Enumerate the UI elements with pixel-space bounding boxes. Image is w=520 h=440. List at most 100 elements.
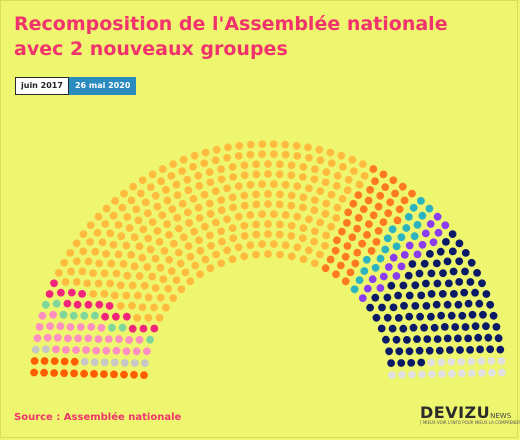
- seat-dot: [384, 263, 393, 271]
- seat-dot: [252, 200, 261, 209]
- seat-dot: [379, 218, 388, 226]
- seat-dot: [293, 212, 302, 221]
- seat-dot: [240, 191, 249, 200]
- seat-dot: [169, 239, 178, 248]
- seat-dot: [57, 288, 65, 297]
- seat-dot: [258, 140, 267, 148]
- seat-dot: [102, 346, 111, 355]
- seat-dot: [125, 336, 133, 344]
- seat-dot: [130, 359, 139, 367]
- seat-dot: [455, 278, 464, 286]
- seat-dot: [41, 345, 50, 354]
- seat-dot: [146, 335, 155, 344]
- seat-dot: [33, 334, 42, 343]
- seat-dot: [354, 191, 363, 199]
- source-note: Source : Assemblée nationale: [14, 412, 182, 423]
- seat-dot: [194, 171, 203, 180]
- seat-dot: [43, 333, 52, 342]
- seat-dot: [115, 335, 123, 343]
- seat-dot: [287, 221, 296, 230]
- seat-dot: [299, 193, 308, 202]
- seat-dot: [179, 155, 188, 164]
- seat-dot: [258, 150, 266, 158]
- seat-dot: [275, 160, 284, 169]
- seat-dot: [369, 165, 378, 173]
- seat-dot: [163, 220, 172, 228]
- seat-dot: [432, 259, 441, 268]
- seat-dot: [138, 303, 147, 312]
- seat-dot: [389, 303, 398, 312]
- seat-dot: [50, 369, 58, 377]
- seat-dot: [107, 259, 116, 268]
- seat-dot: [130, 233, 139, 242]
- seat-dot: [50, 279, 58, 288]
- seat-dot: [429, 238, 438, 247]
- seat-dot: [217, 227, 226, 236]
- seat-dot: [447, 311, 456, 320]
- seat-dot: [60, 357, 69, 366]
- seat-dot: [80, 369, 88, 378]
- seat-dot: [94, 335, 103, 343]
- seat-dot: [235, 141, 244, 150]
- seat-dot: [141, 198, 150, 207]
- seat-dot: [343, 219, 351, 227]
- seat-dot: [275, 230, 284, 239]
- seat-dot: [223, 246, 232, 255]
- logo-tagline: [ MIEUX VOIR L'INFO POUR MIEUX LA COMPRE…: [420, 420, 520, 425]
- seat-dot: [287, 252, 296, 261]
- seat-dot: [287, 232, 296, 240]
- seat-dot: [454, 334, 462, 343]
- seat-dot: [240, 171, 249, 180]
- seat-dot: [358, 239, 367, 248]
- seat-dot: [212, 145, 221, 154]
- seat-dot: [100, 358, 109, 367]
- seat-dot: [143, 209, 152, 218]
- seat-dot: [183, 175, 192, 184]
- seat-dot: [118, 203, 127, 212]
- seat-dot: [420, 259, 429, 268]
- seat-dot: [135, 335, 144, 344]
- seat-dot: [90, 370, 98, 378]
- seat-dot: [418, 370, 426, 379]
- seat-dot: [392, 335, 401, 344]
- seat-dot: [343, 186, 352, 195]
- seat-dot: [367, 247, 376, 255]
- seat-dot: [102, 204, 111, 213]
- seat-dot: [299, 203, 307, 212]
- seat-dot: [186, 277, 195, 286]
- seat-dot: [359, 205, 368, 214]
- seat-dot: [133, 314, 142, 322]
- seat-dot: [174, 248, 183, 257]
- seat-dot: [478, 369, 486, 377]
- seat-dot: [293, 182, 302, 191]
- tab-26-mai-2020[interactable]: 26 mai 2020: [68, 77, 137, 95]
- seat-dot: [157, 177, 165, 186]
- tab-juin-2017[interactable]: juin 2017: [15, 77, 69, 95]
- seat-dot: [172, 180, 181, 189]
- seat-dot: [114, 250, 123, 259]
- seat-dot: [229, 234, 238, 243]
- seat-dot: [468, 369, 476, 378]
- seat-dot: [223, 215, 232, 224]
- seat-dot: [383, 313, 392, 322]
- seat-dot: [128, 324, 137, 333]
- seat-dot: [355, 276, 364, 284]
- seat-dot: [332, 270, 340, 279]
- seat-dot: [326, 255, 335, 264]
- seat-dot: [53, 333, 62, 342]
- seat-dot: [165, 231, 173, 239]
- seat-dot: [433, 335, 442, 343]
- seat-dot: [185, 219, 194, 227]
- seat-dot: [144, 313, 153, 322]
- seat-dot: [437, 358, 446, 367]
- seat-dot: [461, 249, 470, 257]
- seat-dot: [101, 312, 109, 321]
- seat-dot: [120, 189, 128, 198]
- seat-dot: [252, 250, 260, 259]
- seat-dot: [494, 334, 503, 343]
- seat-dot: [46, 322, 54, 331]
- seat-dot: [455, 257, 464, 266]
- seat-dot: [117, 232, 126, 241]
- seat-dot: [86, 221, 95, 230]
- seat-dot: [281, 140, 290, 149]
